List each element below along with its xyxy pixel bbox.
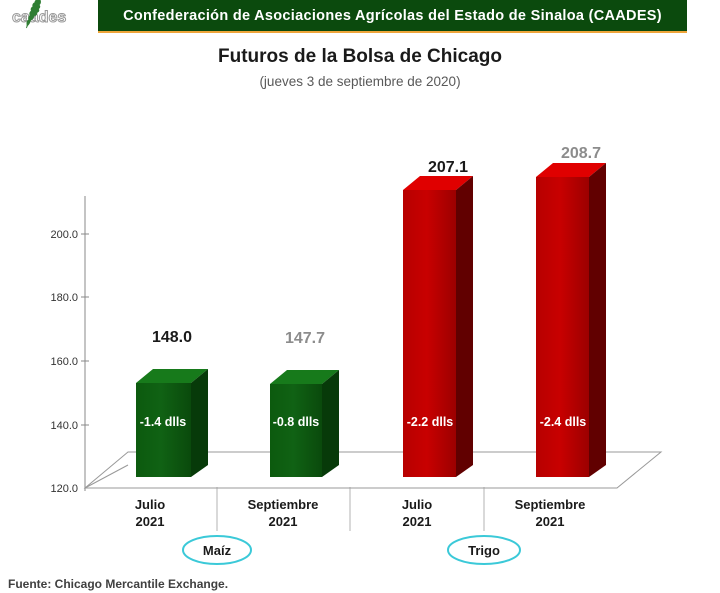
svg-text:147.7: 147.7: [285, 330, 325, 347]
svg-text:Septiembre: Septiembre: [515, 497, 586, 512]
svg-text:Julio: Julio: [135, 497, 165, 512]
svg-text:148.0: 148.0: [152, 329, 192, 346]
svg-text:Trigo: Trigo: [468, 543, 500, 558]
svg-text:Septiembre: Septiembre: [248, 497, 319, 512]
svg-text:Julio: Julio: [402, 497, 432, 512]
svg-text:180.0: 180.0: [50, 292, 78, 304]
svg-text:160.0: 160.0: [50, 356, 78, 368]
svg-text:120.0: 120.0: [50, 483, 78, 495]
svg-text:207.1: 207.1: [428, 159, 468, 176]
svg-text:-2.2 dlls: -2.2 dlls: [407, 415, 454, 429]
svg-text:140.0: 140.0: [50, 420, 78, 432]
svg-text:-1.4 dlls: -1.4 dlls: [140, 415, 187, 429]
svg-text:2021: 2021: [536, 514, 565, 529]
svg-text:-2.4 dlls: -2.4 dlls: [540, 415, 587, 429]
svg-text:Maíz: Maíz: [203, 543, 232, 558]
svg-text:2021: 2021: [269, 514, 298, 529]
svg-text:2021: 2021: [403, 514, 432, 529]
svg-text:200.0: 200.0: [50, 229, 78, 241]
svg-text:-0.8 dlls: -0.8 dlls: [273, 415, 320, 429]
svg-text:2021: 2021: [136, 514, 165, 529]
svg-text:208.7: 208.7: [561, 145, 601, 162]
